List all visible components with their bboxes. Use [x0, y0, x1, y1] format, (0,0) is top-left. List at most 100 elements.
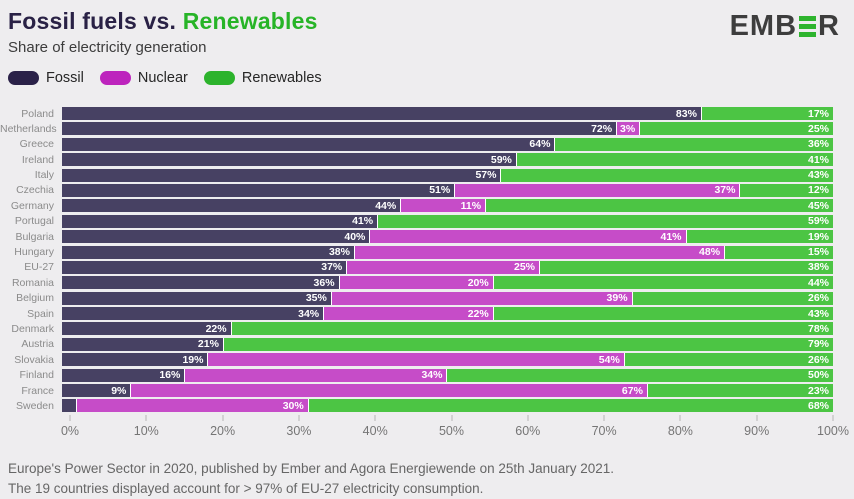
axis-tick-label: 40% — [362, 423, 388, 438]
chart-row: Spain 34% 22% 43% — [0, 307, 833, 321]
country-label: Greece — [19, 138, 54, 151]
renewables-segment: 26% — [624, 353, 833, 367]
renewables-segment: 26% — [632, 291, 833, 305]
fossil-segment: 57% — [62, 168, 502, 182]
fossil-segment — [62, 399, 78, 413]
renewables-value-label: 78% — [807, 322, 829, 335]
axis-tick — [832, 414, 834, 421]
renewables-segment: 41% — [516, 153, 833, 167]
row-bars: 38% 48% 15% — [62, 245, 833, 259]
axis-tick — [451, 414, 452, 421]
renewables-segment: 43% — [501, 168, 833, 182]
nuclear-segment: 34% — [185, 368, 448, 382]
fossil-value-label: 16% — [159, 369, 181, 382]
row-bars: 64% 36% — [62, 137, 833, 151]
legend-label-fossil: Fossil — [46, 70, 84, 86]
country-label: EU-27 — [24, 261, 54, 274]
renewables-segment: 45% — [486, 199, 833, 213]
chart-row: Austria 21% 79% — [0, 337, 833, 351]
fossil-segment: 37% — [62, 260, 348, 274]
row-bars: 40% 41% 19% — [62, 230, 833, 244]
chart-row: Belgium 35% 39% 26% — [0, 291, 833, 305]
renewables-value-label: 36% — [807, 138, 829, 151]
fossil-value-label: 22% — [205, 322, 227, 335]
fossil-segment: 34% — [62, 307, 325, 321]
renewables-value-label: 79% — [807, 338, 829, 351]
fossil-value-label: 35% — [305, 292, 327, 305]
fossil-segment: 22% — [62, 322, 232, 336]
row-bars: 22% 78% — [62, 322, 833, 336]
country-label: Italy — [34, 169, 54, 182]
chart-row: Portugal 41% 59% — [0, 214, 833, 228]
chart-row: Ireland 59% 41% — [0, 153, 833, 167]
chart-row: Greece 64% 36% — [0, 137, 833, 151]
nuclear-segment: 20% — [339, 276, 494, 290]
row-bars: 59% 41% — [62, 153, 833, 167]
nuclear-segment: 41% — [370, 230, 687, 244]
renewables-value-label: 43% — [807, 307, 829, 320]
chart-row: Bulgaria 40% 41% 19% — [0, 230, 833, 244]
renewables-segment: 38% — [540, 260, 833, 274]
chart-row: France 9% 67% 23% — [0, 384, 833, 398]
nuclear-value-label: 39% — [606, 292, 628, 305]
fossil-value-label: 40% — [344, 230, 366, 243]
axis-tick — [298, 414, 300, 421]
country-label: Bulgaria — [15, 230, 54, 243]
chart-row: Romania 36% 20% 44% — [0, 276, 833, 290]
title-fossil-part: Fossil fuels vs. — [8, 8, 183, 34]
renewables-segment: 59% — [378, 214, 833, 228]
country-label: Belgium — [16, 292, 54, 305]
nuclear-value-label: 20% — [467, 276, 489, 289]
renewables-value-label: 43% — [807, 169, 829, 182]
nuclear-value-label: 3% — [620, 122, 636, 135]
renewables-segment: 17% — [701, 107, 833, 120]
country-label: Portugal — [14, 215, 54, 228]
nuclear-value-label: 34% — [421, 369, 443, 382]
country-label: Romania — [11, 276, 54, 289]
title-renewables-part: Renewables — [182, 8, 318, 34]
row-bars: 72% 3% 25% — [62, 122, 833, 136]
renewables-value-label: 26% — [807, 353, 829, 366]
renewables-swatch-icon — [203, 71, 235, 85]
axis-tick-label: 50% — [438, 423, 465, 438]
country-label: Czechia — [16, 184, 54, 197]
nuclear-segment: 67% — [131, 384, 648, 398]
row-bars: 34% 22% 43% — [62, 307, 833, 321]
renewables-value-label: 25% — [807, 122, 829, 135]
renewables-value-label: 19% — [807, 230, 829, 243]
nuclear-segment: 22% — [324, 307, 494, 321]
renewables-segment: 12% — [740, 183, 833, 197]
renewables-segment: 79% — [223, 337, 833, 351]
nuclear-value-label: 37% — [714, 184, 736, 197]
fossil-value-label: 41% — [352, 215, 374, 228]
fossil-segment: 59% — [62, 153, 517, 167]
renewables-segment: 44% — [493, 276, 833, 290]
fossil-value-label: 37% — [321, 261, 343, 274]
axis-tick — [222, 414, 224, 421]
axis-tick-label: 0% — [60, 423, 80, 438]
country-label: Austria — [21, 338, 54, 351]
page-title: Fossil fuels vs. Renewables — [8, 8, 318, 35]
country-label: France — [21, 384, 54, 397]
country-label: Ireland — [21, 153, 54, 166]
nuclear-segment: 54% — [208, 353, 625, 367]
fossil-value-label: 19% — [182, 353, 204, 366]
nuclear-value-label: 48% — [699, 246, 721, 259]
chart-row: EU-27 37% 25% 38% — [0, 260, 833, 274]
renewables-value-label: 45% — [807, 199, 829, 212]
fossil-value-label: 72% — [591, 122, 613, 135]
nuclear-segment: 3% — [617, 122, 641, 136]
fossil-value-label: 83% — [675, 107, 697, 120]
nuclear-value-label: 22% — [467, 307, 489, 320]
renewables-value-label: 12% — [807, 184, 829, 197]
legend-item-nuclear: Nuclear — [99, 70, 188, 86]
header-text: Fossil fuels vs. Renewables Share of ele… — [8, 8, 318, 56]
country-label: Hungary — [14, 246, 54, 259]
country-label: Spain — [27, 307, 54, 320]
axis-tick-label: 30% — [286, 423, 312, 438]
fossil-segment: 19% — [62, 353, 209, 367]
axis-tick-label: 80% — [667, 423, 693, 438]
fossil-value-label: 44% — [375, 199, 397, 212]
renewables-segment: 78% — [231, 322, 833, 336]
row-bars: 41% 59% — [62, 214, 833, 228]
